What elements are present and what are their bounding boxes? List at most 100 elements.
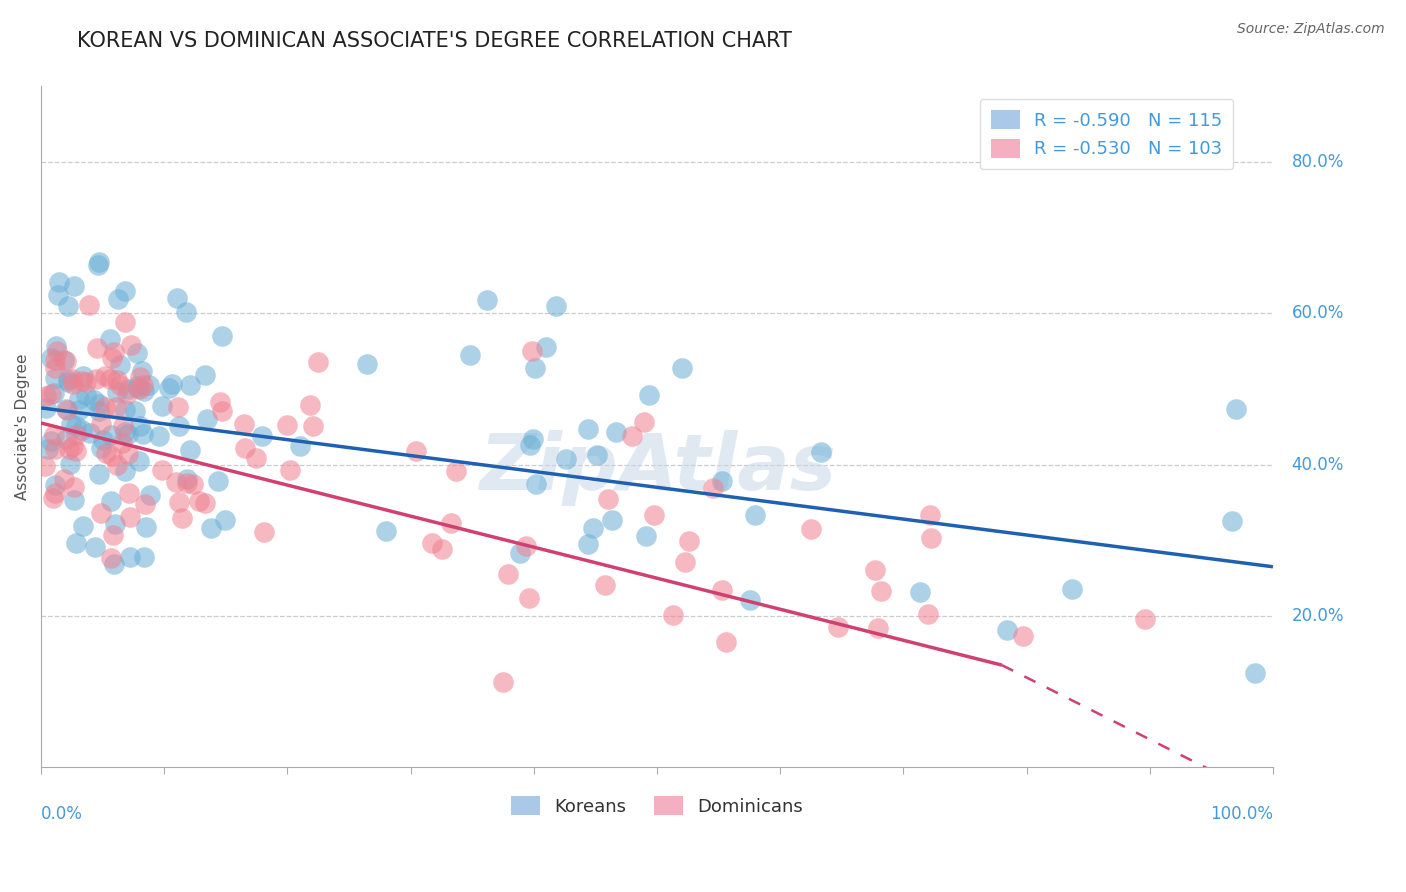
Point [167,400,190,414]
Point [827,620,849,634]
Point [35,389,58,403]
Point [430,542,453,557]
Point [110,358,132,372]
Point [524,361,547,376]
Point [176,305,198,319]
Point [810,445,832,459]
Point [233,441,256,455]
Point [72,368,94,383]
Point [420,536,443,550]
Point [48,275,70,289]
Point [87,254,110,268]
Point [605,425,627,439]
Point [166,291,188,305]
Point [45,339,67,353]
Point [63,480,86,494]
Point [865,563,887,577]
Point [176,472,198,486]
Point [83,392,105,407]
Point [170,511,193,525]
Point [702,481,724,495]
Point [128,418,150,433]
Point [90,506,112,520]
Point [1243,665,1265,680]
Y-axis label: Associate's Degree: Associate's Degree [15,353,30,500]
Point [114,284,136,298]
Point [200,521,222,535]
Point [643,508,665,522]
Point [58,299,80,313]
Point [582,521,605,535]
Point [120,549,142,564]
Point [714,635,737,649]
Point [524,477,547,491]
Point [128,454,150,468]
Point [131,426,153,441]
Point [920,508,942,522]
Point [79,425,101,440]
Point [39,434,62,448]
Point [138,378,160,392]
Point [103,557,125,571]
Point [94,369,117,384]
Point [278,463,301,477]
Point [87,258,110,272]
Point [214,513,236,527]
Point [620,429,643,443]
Point [55,432,77,446]
Point [197,412,219,426]
Point [211,404,233,418]
Point [37,442,59,456]
Point [519,438,541,452]
Point [96,446,118,460]
Point [98,372,121,386]
Point [194,496,217,510]
Point [59,417,82,432]
Point [84,541,107,555]
Point [34,459,56,474]
Point [157,381,180,395]
Point [114,402,136,417]
Point [710,474,733,488]
Point [56,373,79,387]
Text: 100.0%: 100.0% [1211,805,1272,822]
Point [245,451,267,466]
Point [98,332,121,346]
Point [87,467,110,481]
Point [678,533,700,548]
Point [125,346,148,360]
Point [65,536,87,550]
Point [127,381,149,395]
Point [209,395,232,409]
Point [103,345,125,359]
Point [44,352,66,367]
Point [509,546,531,560]
Point [114,464,136,478]
Point [176,476,198,491]
Point [800,522,823,536]
Point [160,376,183,391]
Point [866,621,889,635]
Point [77,298,100,312]
Point [869,583,891,598]
Point [132,384,155,398]
Point [87,404,110,418]
Point [90,417,112,431]
Point [75,388,97,402]
Point [55,354,77,368]
Point [544,299,567,313]
Point [120,337,142,351]
Point [711,583,734,598]
Point [150,400,173,414]
Point [576,536,599,550]
Point [53,472,76,486]
Point [129,382,152,396]
Point [374,524,396,538]
Point [405,443,427,458]
Point [118,486,141,500]
Point [167,495,190,509]
Point [70,374,93,388]
Point [1060,582,1083,596]
Point [638,388,661,402]
Point [477,293,499,307]
